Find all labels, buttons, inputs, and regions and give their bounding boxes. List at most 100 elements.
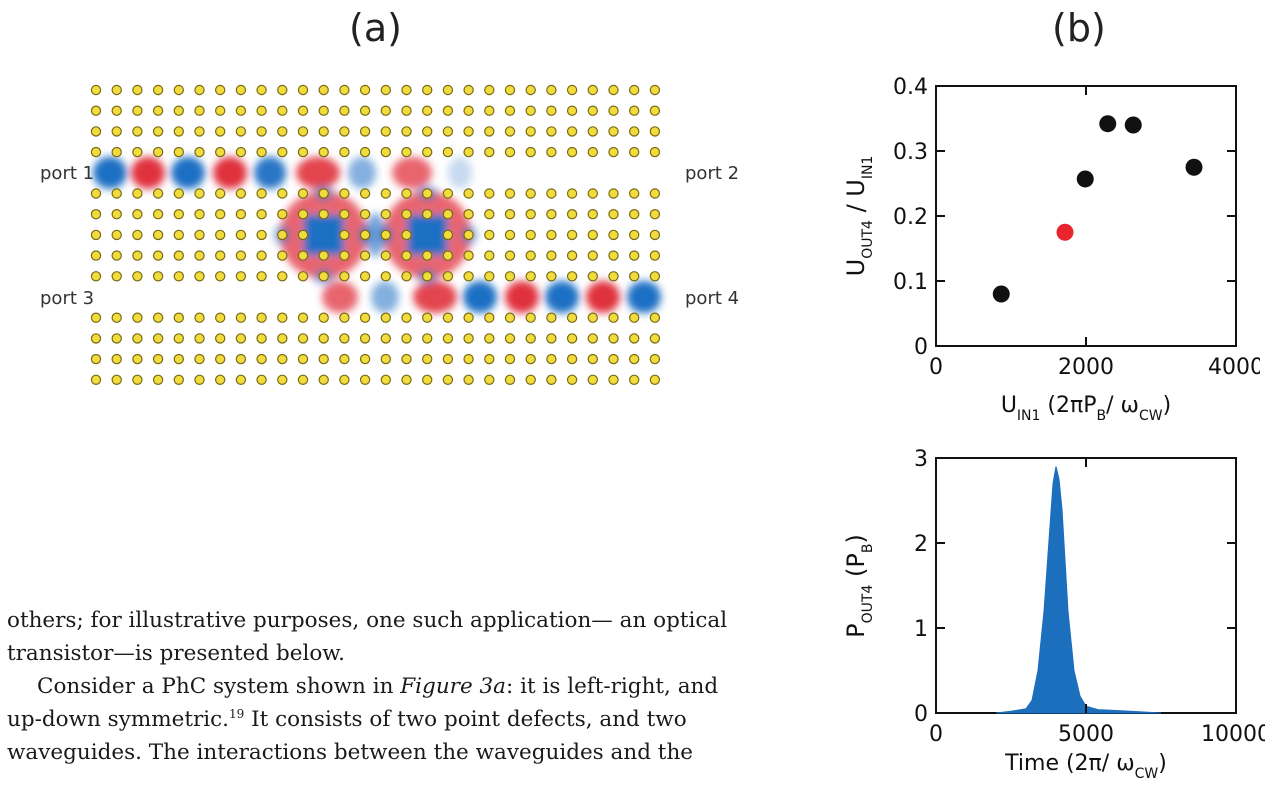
rod xyxy=(504,374,516,385)
rod xyxy=(277,353,288,365)
rod xyxy=(546,146,557,158)
rod xyxy=(339,84,350,96)
rod xyxy=(442,126,454,137)
rod xyxy=(422,126,433,137)
rod xyxy=(194,250,205,261)
panel-b-label: (b) xyxy=(1052,6,1106,50)
rod xyxy=(277,229,288,241)
rod xyxy=(90,374,102,385)
rod xyxy=(566,250,578,261)
rod xyxy=(504,353,516,365)
rod xyxy=(484,105,495,116)
rod xyxy=(297,353,309,365)
pulse-area xyxy=(995,466,1162,714)
rod xyxy=(504,146,516,158)
rod xyxy=(525,126,536,137)
rod xyxy=(339,229,350,241)
rod xyxy=(235,312,247,323)
rod xyxy=(380,105,391,116)
rod xyxy=(380,250,391,261)
rod xyxy=(111,126,122,137)
rod xyxy=(214,146,226,158)
rod xyxy=(649,374,661,385)
rod xyxy=(442,333,454,344)
rod xyxy=(297,312,309,323)
rod xyxy=(649,250,661,261)
rod xyxy=(173,374,184,385)
rod xyxy=(214,271,226,282)
rod xyxy=(152,374,164,385)
rod xyxy=(608,208,619,220)
rod xyxy=(173,312,184,323)
rod xyxy=(587,374,599,385)
rod xyxy=(484,84,495,96)
rod xyxy=(152,271,164,282)
rod xyxy=(504,188,516,199)
data-point xyxy=(1099,115,1117,133)
rod xyxy=(463,312,474,323)
rod xyxy=(256,374,267,385)
rod xyxy=(484,271,495,282)
rod xyxy=(173,333,184,344)
rod xyxy=(359,312,371,323)
rod xyxy=(649,208,661,220)
field-lobe xyxy=(322,281,358,313)
bot-x-tick-label: 5000 xyxy=(1058,722,1114,747)
rod xyxy=(214,333,226,344)
rod xyxy=(152,229,164,241)
rod xyxy=(401,312,412,323)
rod xyxy=(504,126,516,137)
rod xyxy=(359,126,371,137)
rod xyxy=(214,84,226,96)
rod xyxy=(194,208,205,220)
rod xyxy=(422,374,433,385)
rod xyxy=(339,374,350,385)
rod xyxy=(111,105,122,116)
rod xyxy=(214,229,226,241)
rod xyxy=(566,146,578,158)
rod xyxy=(463,146,474,158)
rod xyxy=(90,250,102,261)
bot-y-tick-label: 3 xyxy=(914,447,928,472)
rod xyxy=(380,229,391,241)
rod xyxy=(629,126,640,137)
data-point xyxy=(1124,116,1142,134)
rod xyxy=(649,271,661,282)
rod xyxy=(546,374,557,385)
data-point xyxy=(1056,223,1074,241)
bot-x-tick-label: 0 xyxy=(929,722,943,747)
rod xyxy=(442,353,454,365)
rod xyxy=(380,333,391,344)
rod xyxy=(194,312,205,323)
rod xyxy=(401,126,412,137)
rod xyxy=(442,105,454,116)
field-lobe xyxy=(448,156,472,189)
text-line-5: waveguides. The interactions between the… xyxy=(7,740,694,765)
rod xyxy=(380,208,391,220)
rod xyxy=(463,374,474,385)
top-y-tick-label: 0.2 xyxy=(893,205,928,230)
rod xyxy=(214,374,226,385)
plot-frame xyxy=(935,457,1237,714)
bot-y-tick-label: 1 xyxy=(914,617,928,642)
rod xyxy=(297,229,309,241)
rod xyxy=(566,188,578,199)
rod xyxy=(90,105,102,116)
rod xyxy=(422,312,433,323)
rod xyxy=(546,105,557,116)
rod xyxy=(297,250,309,261)
top-x-tick-label: 4000 xyxy=(1208,355,1260,380)
rod xyxy=(235,229,247,241)
rod xyxy=(214,250,226,261)
rod xyxy=(504,312,516,323)
rod xyxy=(380,84,391,96)
rod xyxy=(194,353,205,365)
rod xyxy=(235,146,247,158)
field-lobe xyxy=(348,156,376,189)
rod xyxy=(235,84,247,96)
rod xyxy=(422,333,433,344)
rod xyxy=(235,250,247,261)
rod xyxy=(277,271,288,282)
rod xyxy=(359,333,371,344)
rod xyxy=(463,250,474,261)
